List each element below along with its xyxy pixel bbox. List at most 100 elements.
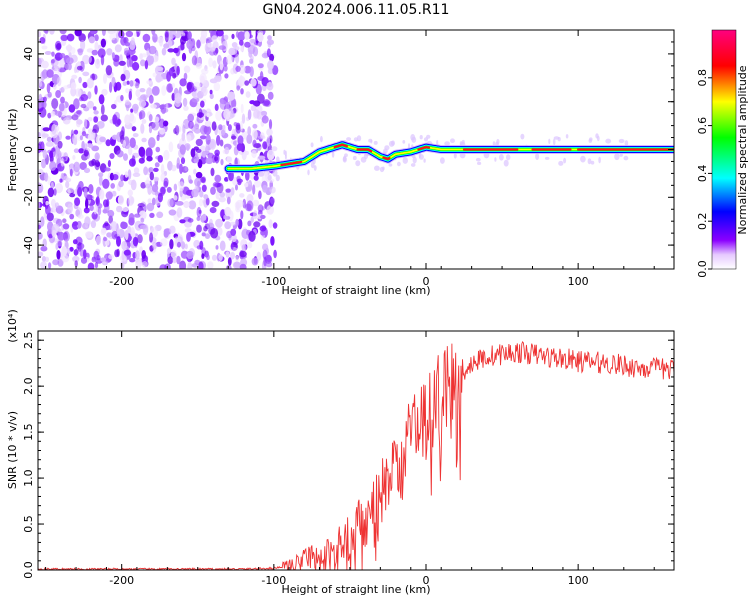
noise-speckle (453, 152, 457, 159)
noise-speckle (214, 103, 219, 111)
noise-speckle (224, 73, 229, 79)
noise-speckle (97, 206, 102, 216)
noise-speckle (163, 43, 170, 49)
x-tick-label: -100 (261, 275, 286, 288)
noise-speckle (195, 171, 203, 179)
noise-speckle (45, 204, 51, 215)
noise-speckle (62, 117, 71, 125)
noise-speckle (180, 157, 186, 165)
noise-speckle (94, 85, 98, 95)
noise-speckle (236, 143, 243, 152)
noise-speckle (80, 39, 86, 51)
noise-speckle (187, 113, 194, 122)
noise-speckle (103, 73, 107, 84)
noise-speckle (115, 81, 122, 91)
noise-speckle (70, 82, 77, 90)
noise-speckle (155, 74, 162, 83)
noise-speckle (45, 141, 54, 147)
noise-speckle (270, 197, 275, 205)
noise-speckle (226, 54, 233, 65)
colorbar-tick-label: 0.6 (696, 117, 709, 135)
noise-speckle (240, 210, 244, 220)
noise-speckle (587, 158, 592, 165)
noise-speckle (71, 74, 78, 80)
noise-speckle (173, 47, 179, 54)
noise-speckle (244, 41, 251, 48)
noise-speckle (235, 65, 241, 72)
noise-speckle (94, 41, 99, 51)
noise-speckle (141, 250, 146, 259)
noise-speckle (227, 257, 232, 266)
noise-speckle (215, 218, 223, 228)
noise-speckle (240, 120, 243, 132)
noise-speckle (105, 139, 111, 147)
noise-speckle (118, 180, 124, 188)
noise-speckle (96, 121, 105, 129)
noise-speckle (283, 149, 286, 155)
noise-speckle (160, 186, 166, 195)
noise-speckle (157, 155, 163, 163)
noise-speckle (163, 177, 169, 187)
noise-speckle (68, 52, 72, 57)
noise-speckle (245, 171, 250, 181)
noise-speckle (231, 42, 238, 48)
noise-speckle (150, 104, 158, 109)
noise-speckle (618, 138, 625, 144)
noise-speckle (614, 153, 620, 161)
noise-speckle (167, 160, 173, 171)
noise-speckle (62, 85, 70, 90)
noise-speckle (410, 163, 416, 167)
noise-speckle (248, 49, 253, 58)
noise-speckle (123, 249, 131, 256)
noise-speckle (230, 242, 234, 250)
noise-speckle (92, 128, 97, 133)
noise-speckle (77, 61, 81, 68)
noise-speckle (208, 57, 214, 68)
noise-speckle (267, 60, 274, 70)
noise-speckle (62, 218, 67, 223)
noise-speckle (211, 121, 217, 131)
noise-speckle (116, 227, 121, 238)
noise-speckle (151, 197, 156, 206)
noise-speckle (116, 205, 123, 213)
noise-speckle (134, 32, 137, 37)
spectrogram-xlabel: Height of straight line (km) (281, 284, 430, 297)
noise-speckle (180, 35, 187, 41)
noise-speckle (499, 154, 504, 161)
noise-speckle (198, 198, 204, 207)
noise-speckle (90, 30, 98, 35)
noise-speckle (85, 198, 89, 210)
noise-speckle (42, 238, 47, 249)
noise-speckle (103, 199, 109, 208)
noise-speckle (450, 138, 455, 143)
noise-speckle (51, 123, 57, 135)
noise-speckle (178, 181, 185, 192)
noise-speckle (65, 57, 74, 65)
frequency-ridge (223, 140, 674, 174)
noise-speckle (231, 98, 237, 109)
noise-speckle (82, 71, 90, 77)
noise-speckle (182, 124, 186, 135)
noise-speckle (176, 255, 181, 265)
noise-speckle (165, 103, 169, 109)
noise-speckle (117, 194, 124, 206)
noise-speckle (184, 166, 188, 172)
noise-speckle (244, 31, 250, 41)
noise-speckle (168, 141, 174, 153)
noise-speckle (397, 161, 401, 167)
noise-speckle (73, 249, 79, 256)
noise-speckle (38, 152, 42, 157)
x-tick-label: -100 (261, 574, 286, 587)
noise-speckle (107, 160, 111, 168)
chart-title: GN04.2024.006.11.05.R11 (263, 2, 450, 18)
noise-speckle (252, 184, 256, 195)
noise-speckle (38, 232, 43, 240)
noise-speckle (69, 246, 74, 252)
noise-speckle (108, 254, 114, 260)
noise-speckle (81, 131, 87, 137)
noise-speckle (148, 94, 154, 104)
noise-speckle (214, 156, 219, 162)
noise-speckle (98, 175, 103, 186)
